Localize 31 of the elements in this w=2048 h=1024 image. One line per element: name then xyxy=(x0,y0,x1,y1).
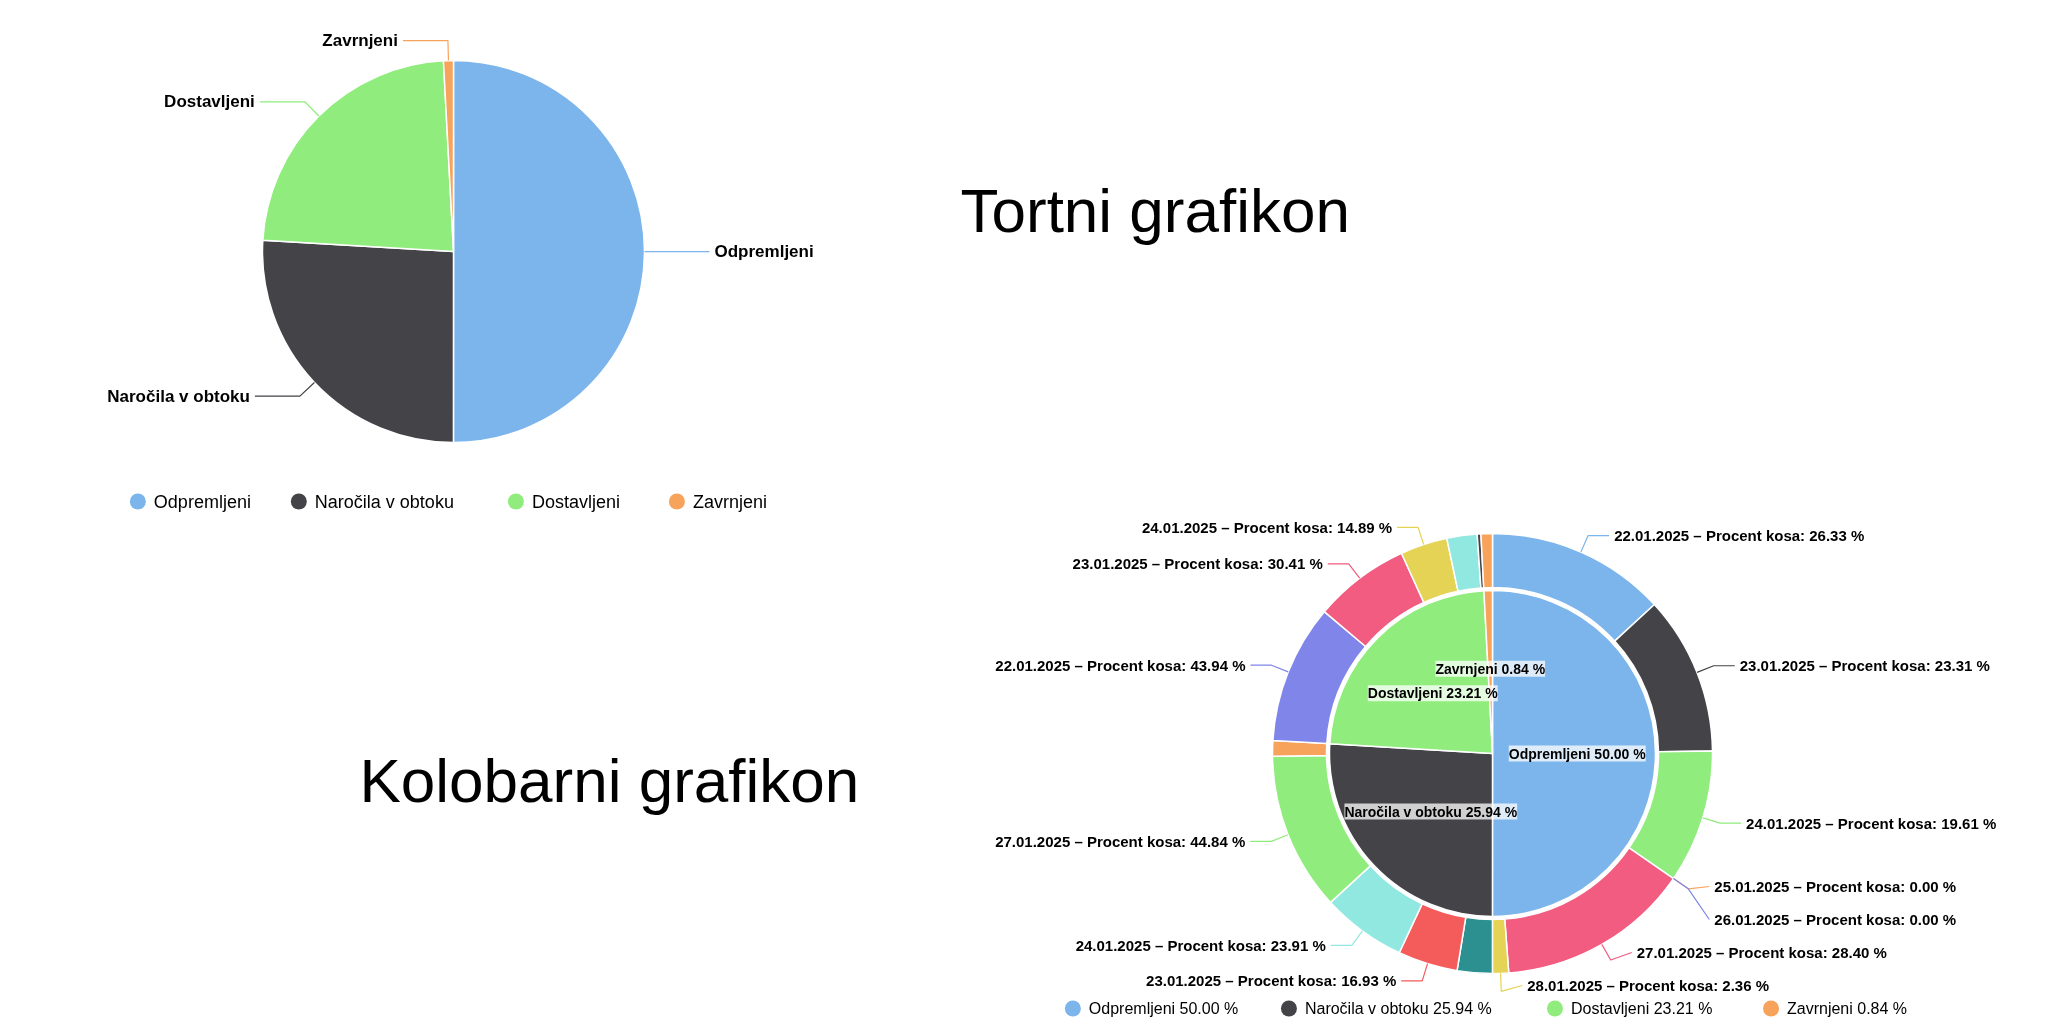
slice-label: Dostavljeni 23.21 % xyxy=(1367,685,1499,702)
data-label: 23.01.2025 – Procent kosa: 23.31 % xyxy=(1739,657,1990,675)
slice-label: Naročila v obtoku 25.94 % xyxy=(1344,803,1518,820)
data-label: 23.01.2025 – Procent kosa: 30.41 % xyxy=(1072,555,1323,573)
legend-label: Naročila v obtoku xyxy=(314,491,454,512)
slice-label: Dostavljeni xyxy=(164,92,255,112)
data-label: 27.01.2025 – Procent kosa: 44.84 % xyxy=(995,832,1246,850)
slice-label: Naročila v obtoku xyxy=(107,386,250,406)
slice-label: Odpremljeni xyxy=(714,242,814,262)
text: 26.01.2025 – Procent kosa: 0.00 % xyxy=(1714,911,1957,928)
legend-label: Naročila v obtoku 25.94 % xyxy=(1304,1000,1492,1017)
slice-label: Zavrnjeni xyxy=(322,31,398,51)
data-label: 24.01.2025 – Procent kosa: 14.89 % xyxy=(1141,518,1393,536)
data-label: 24.01.2025 – Procent kosa: 23.91 % xyxy=(1075,936,1326,954)
slice-label: Zavrnjeni 0.84 % xyxy=(1435,660,1546,677)
text: 25.01.2025 – Procent kosa: 0.00 % xyxy=(1714,878,1957,895)
legend-label: Odpremljeni 50.00 % xyxy=(1088,1000,1239,1017)
data-label: 22.01.2025 – Procent kosa: 26.33 % xyxy=(1614,527,1865,545)
data-label: 24.01.2025 – Procent kosa: 19.61 % xyxy=(1746,814,1997,832)
legend-label: Dostavljeni 23.21 % xyxy=(1570,1000,1713,1017)
legend-label: Odpremljeni xyxy=(153,491,251,512)
slice-label: Odpremljeni 50.00 % xyxy=(1508,745,1647,762)
legend-label: Dostavljeni xyxy=(531,491,620,512)
text: Kolobarni grafikon xyxy=(359,746,860,815)
data-label: 28.01.2025 – Procent kosa: 2.36 % xyxy=(1527,977,1770,994)
legend-label: Zavrnjeni 0.84 % xyxy=(1787,1000,1908,1017)
data-label: 23.01.2025 – Procent kosa: 16.93 % xyxy=(1146,972,1397,990)
legend-label: Zavrnjeni xyxy=(692,491,767,512)
data-label: 27.01.2025 – Procent kosa: 28.40 % xyxy=(1636,944,1887,961)
text: Tortni grafikon xyxy=(960,176,1350,245)
data-label: 22.01.2025 – Procent kosa: 43.94 % xyxy=(995,656,1246,674)
